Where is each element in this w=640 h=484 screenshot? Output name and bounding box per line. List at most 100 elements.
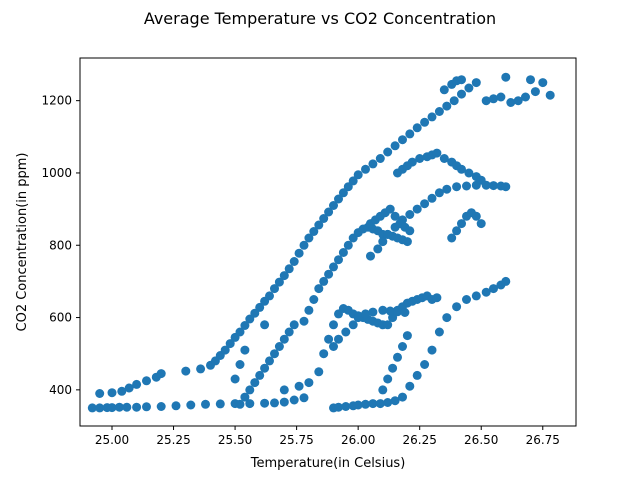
data-point [390, 141, 400, 151]
data-point [412, 370, 422, 380]
data-point [457, 75, 466, 85]
data-point [464, 168, 474, 178]
data-point [398, 392, 407, 402]
data-point [260, 398, 270, 408]
data-point [506, 98, 516, 107]
data-point [361, 309, 370, 319]
y-tick-label: 800 [49, 238, 72, 252]
data-point [375, 399, 385, 409]
data-point [400, 308, 410, 317]
data-point [270, 284, 279, 294]
data-point [361, 399, 370, 409]
data-point [299, 240, 309, 250]
data-point [341, 402, 351, 411]
data-point [329, 201, 338, 210]
data-point [343, 240, 353, 250]
data-point [385, 204, 395, 214]
data-point [250, 378, 260, 388]
data-point [279, 397, 289, 407]
data-point [383, 320, 393, 330]
data-point [439, 154, 449, 163]
data-point [361, 164, 370, 174]
data-point [329, 262, 338, 272]
data-point [319, 349, 329, 359]
data-point [230, 374, 240, 384]
data-point [107, 388, 117, 398]
data-point [375, 154, 385, 163]
data-point [132, 379, 142, 389]
data-point [240, 392, 250, 402]
data-point [117, 386, 127, 396]
data-point [284, 264, 294, 274]
data-point [95, 389, 105, 398]
data-point [294, 248, 304, 258]
data-point [274, 342, 284, 351]
data-point [442, 184, 452, 194]
data-points [87, 72, 555, 413]
data-point [279, 385, 289, 395]
data-point [314, 220, 324, 230]
data-point [412, 123, 422, 133]
data-point [348, 176, 358, 186]
data-point [402, 237, 412, 247]
data-point [368, 159, 378, 169]
data-point [398, 135, 407, 145]
data-point [299, 393, 309, 403]
data-point [388, 363, 398, 373]
data-point [171, 401, 181, 411]
data-point [398, 342, 407, 351]
x-tick-label: 25.00 [95, 433, 129, 447]
x-tick-label: 25.50 [218, 433, 252, 447]
data-point [457, 89, 466, 99]
data-point [338, 248, 348, 257]
data-point [545, 90, 555, 100]
data-point [114, 402, 124, 412]
data-point [449, 96, 459, 106]
data-point [240, 321, 250, 330]
data-point [452, 182, 462, 192]
data-point [289, 320, 299, 330]
data-point [405, 129, 415, 139]
data-point [442, 313, 452, 323]
data-point [373, 244, 383, 254]
data-point [452, 302, 462, 312]
data-point [270, 349, 279, 359]
data-point [329, 320, 338, 330]
data-point [390, 211, 400, 221]
data-point [471, 291, 481, 301]
data-point [95, 403, 105, 413]
data-point [434, 188, 444, 198]
data-point [521, 92, 530, 102]
data-point [501, 72, 511, 82]
data-point [452, 226, 462, 236]
data-point [481, 96, 491, 106]
data-point [265, 291, 274, 301]
data-point [385, 306, 395, 316]
data-point [390, 396, 400, 406]
data-point [427, 345, 437, 355]
chart-title: Average Temperature vs CO2 Concentration [144, 9, 496, 28]
data-point [489, 284, 498, 294]
data-point [124, 383, 134, 393]
data-point [156, 402, 166, 411]
data-point [439, 85, 449, 95]
data-point [405, 381, 415, 391]
data-point [378, 237, 388, 247]
data-point [378, 305, 388, 315]
data-point [420, 117, 430, 127]
data-point [304, 378, 314, 388]
data-point [434, 327, 444, 337]
data-point [405, 226, 415, 236]
data-point [304, 305, 314, 315]
data-point [284, 327, 294, 337]
data-point [457, 219, 466, 229]
data-point [538, 78, 548, 88]
data-point [87, 403, 97, 413]
data-point [442, 101, 452, 111]
data-point [383, 374, 393, 384]
data-point [324, 334, 334, 344]
data-point [309, 227, 319, 236]
y-tick-label: 400 [49, 383, 72, 397]
data-point [279, 334, 289, 344]
data-point [142, 376, 151, 386]
